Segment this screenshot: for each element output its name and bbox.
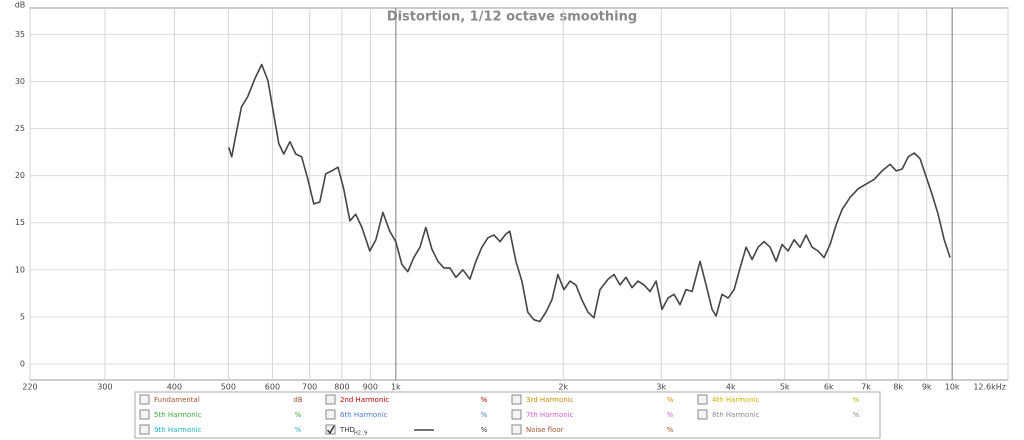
legend-checkbox[interactable] bbox=[511, 394, 522, 405]
x-tick-label: 3k bbox=[656, 383, 666, 392]
x-tick-label: 220 bbox=[22, 383, 37, 392]
x-tick-label: 5k bbox=[780, 383, 790, 392]
x-tick-label: 4k bbox=[726, 383, 736, 392]
legend-checkbox[interactable] bbox=[325, 394, 336, 405]
legend-checkbox[interactable] bbox=[325, 409, 336, 420]
plot-frame bbox=[29, 7, 1009, 381]
legend-unit: % bbox=[481, 426, 488, 434]
x-tick-label: 8k bbox=[893, 383, 903, 392]
x-tick-label: 600 bbox=[265, 383, 280, 392]
legend-checkbox[interactable] bbox=[325, 424, 336, 435]
y-tick-label: 20 bbox=[15, 171, 25, 180]
legend-label: Fundamental bbox=[154, 396, 200, 404]
legend-checkbox[interactable] bbox=[697, 394, 708, 405]
x-tick-label: 10k bbox=[945, 383, 960, 392]
legend-label: 5th Harmonic bbox=[154, 411, 202, 419]
legend-label: 8th Harmonic bbox=[712, 411, 760, 419]
x-tick-label: 12.6kHz bbox=[973, 383, 1006, 392]
x-tick-label: 500 bbox=[221, 383, 236, 392]
y-tick-label: 25 bbox=[15, 124, 25, 133]
x-tick-label: 300 bbox=[97, 383, 112, 392]
legend-unit: % bbox=[667, 396, 674, 404]
x-tick-label: 6k bbox=[824, 383, 834, 392]
legend-unit: % bbox=[853, 396, 860, 404]
legend-unit: % bbox=[853, 411, 860, 419]
legend-label: 6th Harmonic bbox=[340, 411, 388, 419]
x-tick-label: 7k bbox=[861, 383, 871, 392]
legend-unit: % bbox=[295, 426, 302, 434]
y-tick-label: 0 bbox=[20, 359, 25, 368]
x-tick-label: 2k bbox=[558, 383, 568, 392]
legend-label: 3rd Harmonic bbox=[526, 396, 574, 404]
x-tick-label: 400 bbox=[167, 383, 182, 392]
legend-unit: % bbox=[667, 411, 674, 419]
y-axis-unit: dB bbox=[15, 1, 26, 10]
legend-unit: dB bbox=[293, 396, 302, 404]
legend-unit: % bbox=[481, 396, 488, 404]
legend-subscript: H2..9 bbox=[354, 431, 367, 437]
x-tick-label: 800 bbox=[334, 383, 349, 392]
legend-checkbox[interactable] bbox=[139, 424, 150, 435]
legend-unit: % bbox=[667, 426, 674, 434]
legend-checkbox[interactable] bbox=[697, 409, 708, 420]
y-tick-label: 5 bbox=[20, 312, 25, 321]
legend-unit: % bbox=[481, 411, 488, 419]
data-line bbox=[228, 63, 951, 323]
x-tick-label: 1k bbox=[391, 383, 401, 392]
legend-label: 2nd Harmonic bbox=[340, 396, 389, 404]
legend-label: Noise floor bbox=[526, 426, 564, 434]
legend-checkbox[interactable] bbox=[511, 424, 522, 435]
y-tick-label: 15 bbox=[15, 218, 25, 227]
y-tick-label: 10 bbox=[15, 265, 25, 274]
x-tick-label: 900 bbox=[363, 383, 378, 392]
x-tick-label: 9k bbox=[922, 383, 932, 392]
legend-box bbox=[134, 391, 881, 439]
y-tick-label: 30 bbox=[15, 77, 25, 86]
x-tick-label: 700 bbox=[302, 383, 317, 392]
legend-label: 9th Harmonic bbox=[154, 426, 202, 434]
legend-label: 7th Harmonic bbox=[526, 411, 574, 419]
legend-checkbox[interactable] bbox=[139, 394, 150, 405]
legend-checkbox[interactable] bbox=[511, 409, 522, 420]
legend-label: THD bbox=[339, 426, 355, 434]
y-tick-label: 35 bbox=[15, 30, 25, 39]
legend-label: 4th Harmonic bbox=[712, 396, 760, 404]
checkmark bbox=[327, 425, 335, 435]
legend-unit: % bbox=[295, 411, 302, 419]
chart-title: Distortion, 1/12 octave smoothing bbox=[387, 10, 637, 25]
legend-checkbox[interactable] bbox=[139, 409, 150, 420]
